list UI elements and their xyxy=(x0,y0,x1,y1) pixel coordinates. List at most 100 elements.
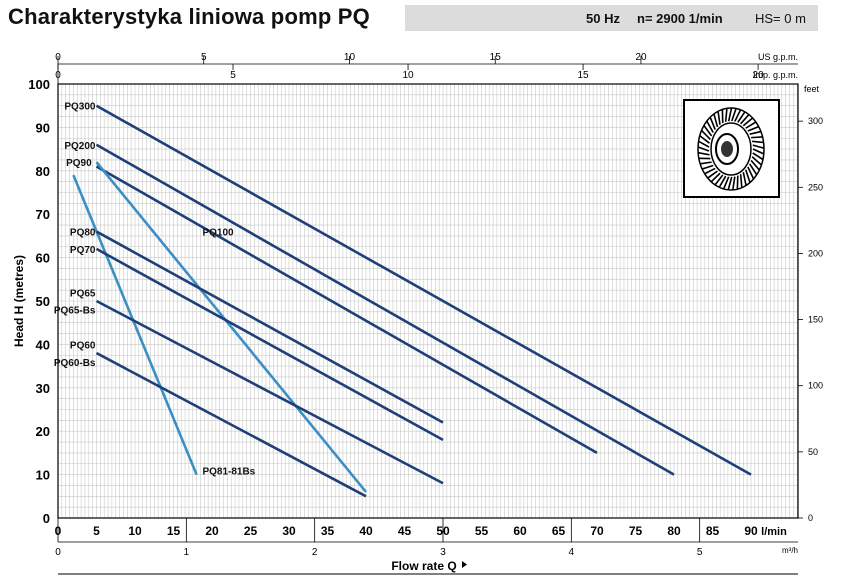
us-gpm-tick-label: 10 xyxy=(344,52,356,63)
impeller-blade xyxy=(744,169,751,183)
us-gpm-tick-label: 0 xyxy=(55,52,61,63)
impeller-blade xyxy=(700,129,711,140)
feet-tick-label: 150 xyxy=(808,315,823,325)
impeller-blade xyxy=(703,125,713,137)
impeller-blade xyxy=(713,113,719,128)
x-tick-label: 15 xyxy=(167,524,181,538)
curve-label: PQ80 xyxy=(70,228,96,239)
y-tick-label: 20 xyxy=(36,424,50,439)
curve-label: PQ90 xyxy=(66,158,92,169)
y-tick-label: 80 xyxy=(36,164,50,179)
curve-label: PQ60-Bs xyxy=(54,358,96,369)
impeller-blade xyxy=(717,111,721,125)
impeller-blade xyxy=(722,176,730,190)
feet-tick-label: 0 xyxy=(808,513,813,523)
impeller-blade xyxy=(697,151,710,156)
curve-label: PQ65-Bs xyxy=(54,306,96,317)
x-tick-label: 10 xyxy=(128,524,142,538)
impeller-blade xyxy=(750,159,760,171)
series-line-pq65-pq65-bs xyxy=(95,299,444,485)
impeller-picture xyxy=(683,99,780,198)
x-tick-label: 30 xyxy=(282,524,296,538)
impeller-blade xyxy=(727,176,733,191)
x-tick-label: 65 xyxy=(552,524,566,538)
impeller-blade xyxy=(752,140,764,144)
m3h-tick-label: 1 xyxy=(184,547,190,558)
y-tick-label: 40 xyxy=(36,337,50,352)
impeller-blade xyxy=(740,114,750,125)
imp-gpm-tick-label: 10 xyxy=(402,70,414,81)
impeller-blade xyxy=(742,172,747,186)
y-tick-label: 70 xyxy=(36,207,50,222)
y-tick-label: 60 xyxy=(36,251,50,266)
x-axis-label: Flow rate Q xyxy=(391,559,456,573)
x-tick-label: 5 xyxy=(93,524,100,538)
x-tick-label: 90 xyxy=(744,524,758,538)
y-tick-label: 50 xyxy=(36,294,50,309)
m3h-tick-label: 5 xyxy=(697,547,703,558)
x-tick-label: 70 xyxy=(590,524,604,538)
m3h-tick-label: 2 xyxy=(312,547,318,558)
impeller-blade xyxy=(706,120,714,133)
speed-label: n= 2900 1/min xyxy=(637,11,723,26)
plot-frame xyxy=(57,83,799,519)
imp-gpm-tick-label: 15 xyxy=(578,70,590,81)
x-tick-label: 45 xyxy=(398,524,412,538)
impeller-blade xyxy=(737,111,746,123)
feet-tick-label: 200 xyxy=(808,248,823,258)
x-tick-label: 80 xyxy=(667,524,681,538)
impeller-shaft xyxy=(721,141,733,157)
y-tick-label: 30 xyxy=(36,381,50,396)
us-gpm-tick-label: 5 xyxy=(201,52,207,63)
x-tick-label: 75 xyxy=(629,524,643,538)
impeller-blade xyxy=(751,156,762,166)
x-tick-label: 20 xyxy=(205,524,219,538)
series-line-pq300 xyxy=(95,104,752,476)
frequency-label: 50 Hz xyxy=(586,11,620,26)
impeller-blade xyxy=(710,172,721,183)
chart-frame xyxy=(57,83,799,519)
x-tick-label: 55 xyxy=(475,524,489,538)
impeller-blade xyxy=(752,144,765,149)
chart-series xyxy=(72,104,752,498)
us-gpm-unit-label: US g.p.m. xyxy=(758,52,798,62)
impeller-blade xyxy=(747,125,759,132)
feet-tick-label: 100 xyxy=(808,381,823,391)
page-title: Charakterystyka liniowa pomp PQ xyxy=(8,4,370,29)
m3h-tick-label: 3 xyxy=(440,547,446,558)
feet-tick-label: 300 xyxy=(808,116,823,126)
series-line-pq200 xyxy=(95,143,675,476)
y-tick-label: 0 xyxy=(43,511,50,526)
series-line-pq100 xyxy=(95,165,598,455)
x-axis-arrow-icon xyxy=(462,561,467,568)
us-gpm-tick-label: 20 xyxy=(635,52,647,63)
imp-gpm-tick-label: 20 xyxy=(753,70,765,81)
x-tick-label: 25 xyxy=(244,524,258,538)
impeller-blade xyxy=(748,163,758,176)
chart-curve-labels: PQ300 PQ200 PQ90 PQ100 PQ80 PQ70 PQ65 PQ65-Bs PQ… xyxy=(54,102,256,478)
y-tick-label: 10 xyxy=(36,468,50,483)
x-tick-label: 85 xyxy=(706,524,720,538)
impeller-blade xyxy=(724,108,728,122)
curve-label: PQ300 xyxy=(64,102,96,113)
feet-unit-label: feet xyxy=(804,84,820,94)
imp-gpm-tick-label: 0 xyxy=(55,70,61,81)
curve-label: PQ81-81Bs xyxy=(202,466,255,477)
impeller-blade xyxy=(734,109,742,122)
impeller-blade xyxy=(698,140,710,148)
header-band xyxy=(405,5,818,31)
impeller-blade xyxy=(697,146,710,152)
impeller-blade xyxy=(739,174,743,188)
m3h-tick-label: 0 xyxy=(55,547,61,558)
us-gpm-tick-label: 15 xyxy=(490,52,502,63)
impeller-blade xyxy=(704,167,716,175)
imp-gpm-tick-label: 5 xyxy=(230,70,236,81)
series-line-pq60-pq60-bs xyxy=(95,351,367,498)
impeller-blade xyxy=(747,166,755,180)
curve-label: PQ200 xyxy=(64,141,96,152)
impeller-blade xyxy=(745,121,757,129)
impeller-blade xyxy=(718,175,727,188)
feet-tick-label: 50 xyxy=(808,447,818,457)
